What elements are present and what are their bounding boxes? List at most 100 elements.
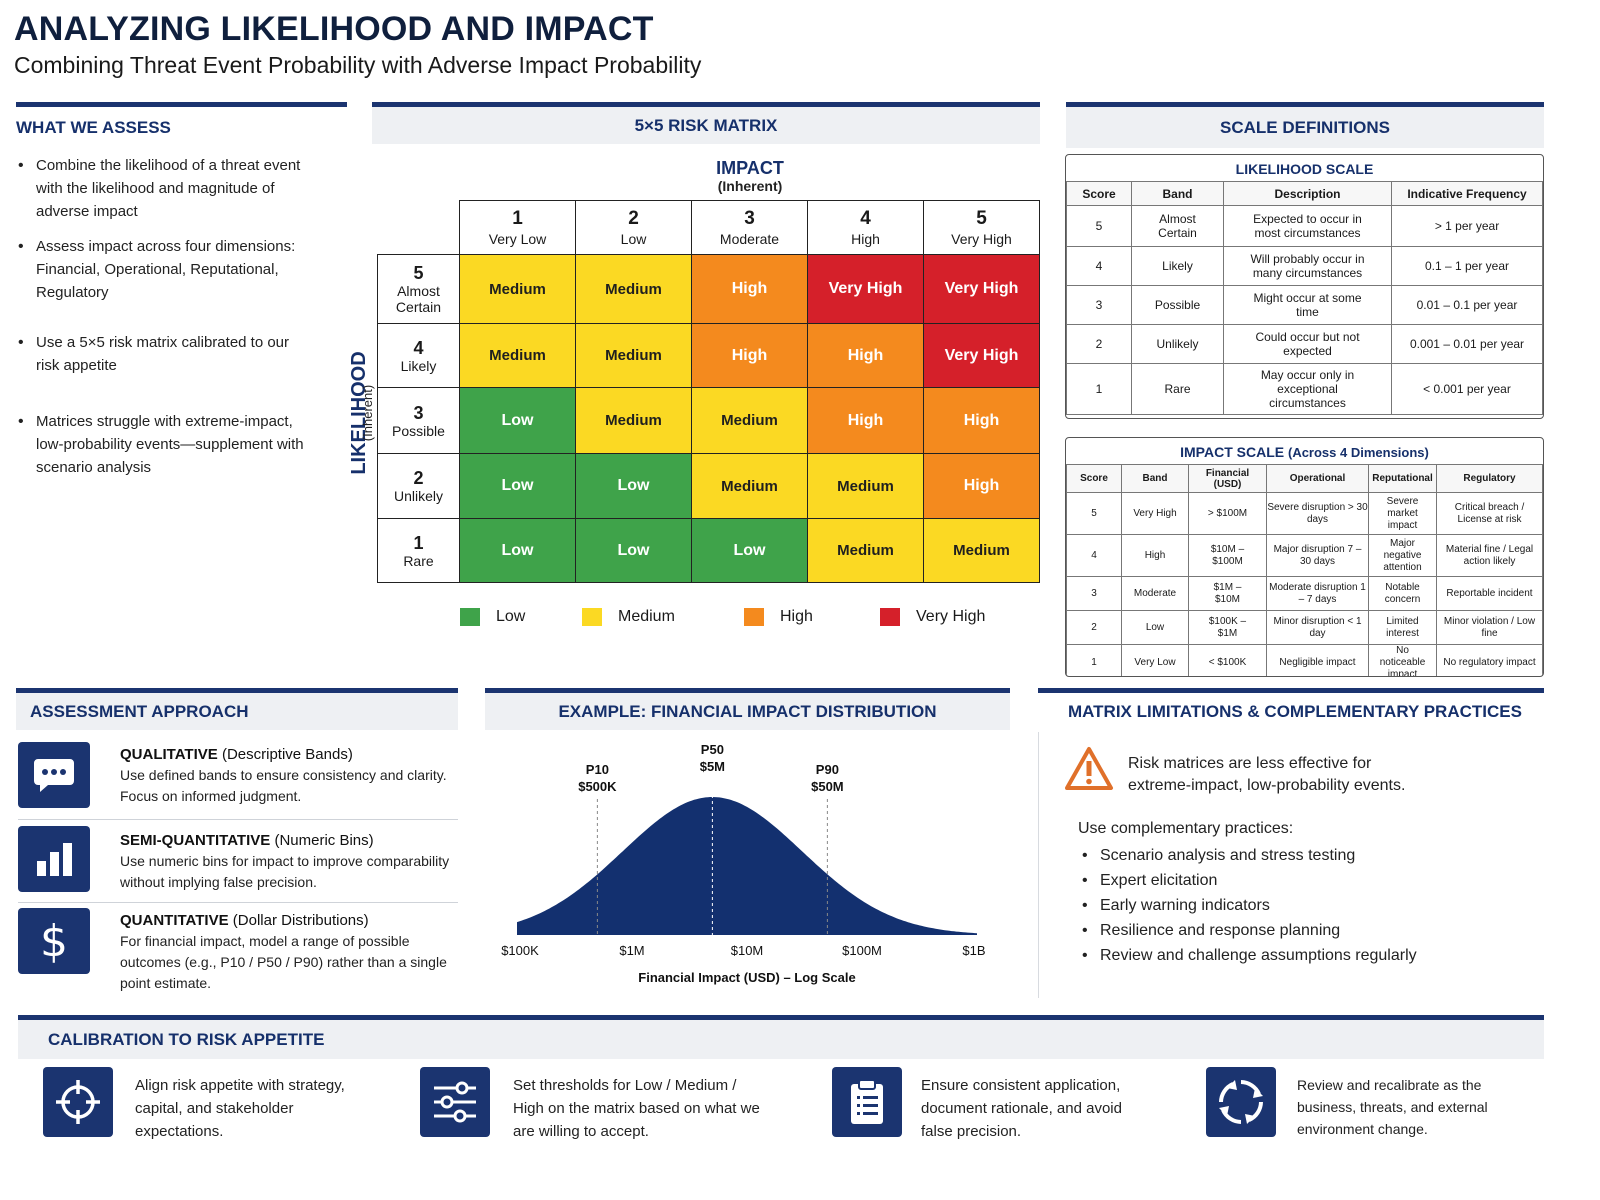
- impact-scale-title: IMPACT SCALE (Across 4 Dimensions): [1180, 444, 1429, 460]
- practice-item: Resilience and response planning: [1078, 918, 1528, 943]
- likelihood-table-row: 5 Almost Certain Expected to occur in most…: [1066, 205, 1543, 247]
- legend-swatch: [460, 608, 480, 626]
- legend-item-high: High: [744, 608, 880, 626]
- risk-cell: High: [923, 453, 1040, 519]
- likelihood-table-cell: > 1 per year: [1391, 205, 1543, 247]
- limitations-heading: MATRIX LIMITATIONS & COMPLEMENTARY PRACT…: [1038, 688, 1544, 730]
- divider: [1038, 732, 1039, 998]
- likelihood-row-header: 4 Likely: [377, 323, 460, 388]
- practices-list: Scenario analysis and stress testing Exp…: [1078, 843, 1528, 968]
- cycle-icon: [1206, 1067, 1276, 1137]
- risk-cell: High: [691, 323, 808, 388]
- impact-table-cell: 2: [1066, 610, 1122, 645]
- impact-table: Score Band Financial (USD) Operational Reput…: [1066, 464, 1543, 676]
- risk-cell: Medium: [807, 453, 924, 519]
- financial-impact-distribution-chart: P10 $500K P50 $5M P90 $50M $100K $1M $10M $100M $1…: [501, 742, 985, 985]
- matrix-legend: Low Medium High Very High: [460, 608, 1020, 626]
- approach-description: Use numeric bins for impact to improve c…: [120, 853, 450, 890]
- calibration-text: Set thresholds for Low / Medium / High o…: [513, 1077, 760, 1140]
- likelihood-table-cell: < 0.001 per year: [1391, 363, 1543, 415]
- likelihood-table-cell: May occur only in exceptional circumstan…: [1223, 363, 1392, 415]
- x-axis-label: Financial Impact (USD) – Log Scale: [638, 970, 855, 985]
- warning-icon: [1064, 746, 1114, 797]
- approach-title: SEMI-QUANTITATIVE (Numeric Bins): [120, 832, 374, 849]
- impact-table-cell: Severe market impact: [1368, 492, 1437, 535]
- likelihood-table-cell: Likely: [1131, 246, 1224, 286]
- risk-matrix-grid: 1 Very Low 2 Low 3 Moderate 4 High 5 Very High 5 Al…: [377, 200, 1040, 583]
- practice-item: Early warning indicators: [1078, 893, 1528, 918]
- x-tick-label: $10M: [731, 943, 764, 958]
- risk-cell: High: [691, 254, 808, 324]
- impact-column-header: 5 Very High: [923, 200, 1040, 255]
- likelihood-table-header: Description: [1223, 181, 1392, 206]
- clipboard-icon: [832, 1067, 902, 1137]
- impact-column-header: 2 Low: [575, 200, 692, 255]
- risk-cell: Very High: [923, 323, 1040, 388]
- legend-swatch: [880, 608, 900, 626]
- risk-cell: Medium: [459, 254, 576, 324]
- impact-table-cell: 5: [1066, 492, 1122, 535]
- risk-matrix-heading: 5×5 RISK MATRIX: [372, 102, 1040, 144]
- impact-table-row: 2 Low $100K – $1M Minor disruption < 1 day L…: [1066, 610, 1543, 645]
- likelihood-scale-title: LIKELIHOOD SCALE: [1235, 161, 1374, 177]
- likelihood-table-row: 3 Possible Might occur at some time 0.01 – …: [1066, 285, 1543, 325]
- impact-table-cell: Low: [1121, 610, 1189, 645]
- dollar-icon: $: [18, 908, 90, 974]
- likelihood-table-cell: 3: [1066, 285, 1132, 325]
- impact-table-cell: Negligible impact: [1266, 644, 1369, 676]
- risk-cell: High: [807, 323, 924, 388]
- matrix-corner: [378, 201, 460, 255]
- likelihood-table-cell: Will probably occur in many circumstance…: [1223, 246, 1392, 286]
- risk-cell: Low: [459, 518, 576, 583]
- likelihood-table-row: 1 Rare May occur only in exceptional circu…: [1066, 363, 1543, 415]
- approach-description: For financial impact, model a range of p…: [120, 933, 447, 991]
- impact-table-cell: 4: [1066, 534, 1122, 577]
- likelihood-table-cell: 0.01 – 0.1 per year: [1391, 285, 1543, 325]
- impact-table-cell: Very High: [1121, 492, 1189, 535]
- risk-cell: Very High: [923, 254, 1040, 324]
- likelihood-table-header: Score: [1066, 181, 1132, 206]
- impact-table-header: Regulatory: [1436, 464, 1543, 493]
- limitations-intro: Use complementary practices:: [1078, 820, 1294, 837]
- risk-cell: Medium: [575, 254, 692, 324]
- percentile-label: P90: [816, 762, 839, 777]
- bar-chart-icon: [18, 826, 90, 892]
- likelihood-row-header: 5 Almost Certain: [377, 254, 460, 324]
- impact-column-header: 4 High: [807, 200, 924, 255]
- impact-axis-title: IMPACT (Inherent): [716, 158, 784, 194]
- likelihood-table-row: 2 Unlikely Could occur but not expected 0.0…: [1066, 324, 1543, 364]
- risk-cell: Low: [459, 387, 576, 454]
- impact-table-cell: Moderate disruption 1 – 7 days: [1266, 576, 1369, 611]
- impact-table-cell: < $100K: [1188, 644, 1267, 676]
- likelihood-table-cell: 2: [1066, 324, 1132, 364]
- divider: [18, 819, 458, 820]
- impact-table-header: Reputational: [1368, 464, 1437, 493]
- limitations-warning-text: Risk matrices are less effective for ext…: [1128, 755, 1406, 794]
- impact-table-row: 4 High $10M – $100M Major disruption 7 – 30…: [1066, 534, 1543, 577]
- likelihood-table-cell: Almost Certain: [1131, 205, 1224, 247]
- page-title: ANALYZING LIKELIHOOD AND IMPACT: [14, 10, 654, 48]
- approach-title: QUALITATIVE (Descriptive Bands): [120, 746, 353, 763]
- approach-title: QUANTITATIVE (Dollar Distributions): [120, 912, 369, 929]
- impact-table-row: 5 Very High > $100M Severe disruption > 30 …: [1066, 492, 1543, 535]
- likelihood-row-header: 3 Possible: [377, 387, 460, 454]
- scale-definitions-heading: SCALE DEFINITIONS: [1066, 102, 1544, 148]
- legend-swatch: [582, 608, 602, 626]
- legend-item-medium: Medium: [582, 608, 744, 626]
- likelihood-table-cell: Might occur at some time: [1223, 285, 1392, 325]
- impact-table-cell: Material fine / Legal action likely: [1436, 534, 1543, 577]
- what-we-assess-heading: WHAT WE ASSESS: [16, 102, 347, 148]
- impact-table-header: Score: [1066, 464, 1122, 493]
- legend-item-low: Low: [460, 608, 582, 626]
- legend-swatch: [744, 608, 764, 626]
- impact-table-cell: Reportable incident: [1436, 576, 1543, 611]
- likelihood-table-cell: 0.001 – 0.01 per year: [1391, 324, 1543, 364]
- x-tick-label: $1B: [962, 943, 985, 958]
- impact-table-cell: Very Low: [1121, 644, 1189, 676]
- impact-table-header: Operational: [1266, 464, 1369, 493]
- impact-table-cell: 1: [1066, 644, 1122, 676]
- likelihood-scale-table: LIKELIHOOD SCALE Score Band Description Ind…: [1065, 154, 1544, 419]
- likelihood-table: Score Band Description Indicative Frequency…: [1066, 181, 1543, 415]
- likelihood-table-header: Band: [1131, 181, 1224, 206]
- percentile-label: P10: [586, 762, 609, 777]
